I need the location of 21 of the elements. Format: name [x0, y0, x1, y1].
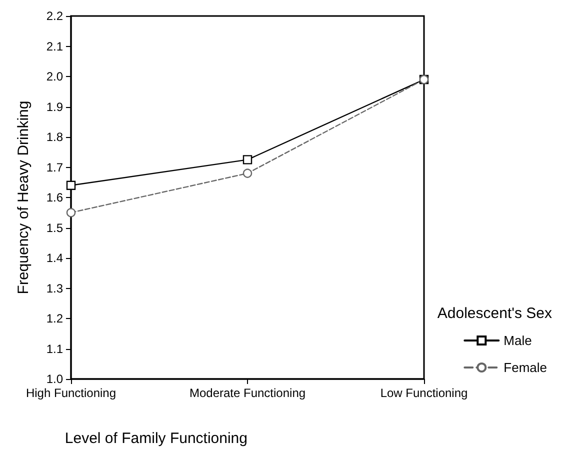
- legend-label: Male: [504, 333, 532, 348]
- y-tick-label: 1.8: [46, 130, 64, 144]
- y-tick-label: 1.0: [46, 372, 64, 386]
- x-axis-title: Level of Family Functioning: [64, 430, 248, 447]
- y-tick-label: 1.6: [46, 190, 64, 204]
- x-tick-label: Low Functioning: [380, 386, 468, 400]
- y-tick-label: 2.2: [46, 9, 64, 23]
- y-tick-label: 1.3: [46, 281, 64, 296]
- y-tick-label: 2.1: [46, 39, 64, 54]
- y-tick-label: 1.7: [46, 160, 64, 174]
- legend-title: Adolescent's Sex: [437, 305, 552, 322]
- y-tick-label: 1.4: [46, 251, 64, 265]
- y-axis-title: Frequency of Heavy Drinking: [15, 100, 32, 294]
- y-tick-label: 1.9: [46, 100, 64, 114]
- y-tick-label: 2.0: [46, 70, 64, 84]
- y-tick-label: 1.2: [46, 312, 64, 326]
- x-tick-label: High Functioning: [26, 386, 116, 400]
- y-tick-label: 1.5: [46, 220, 64, 235]
- legend-label: Female: [504, 360, 548, 375]
- y-tick-label: 1.1: [46, 342, 64, 356]
- x-tick-label: Moderate Functioning: [189, 386, 306, 400]
